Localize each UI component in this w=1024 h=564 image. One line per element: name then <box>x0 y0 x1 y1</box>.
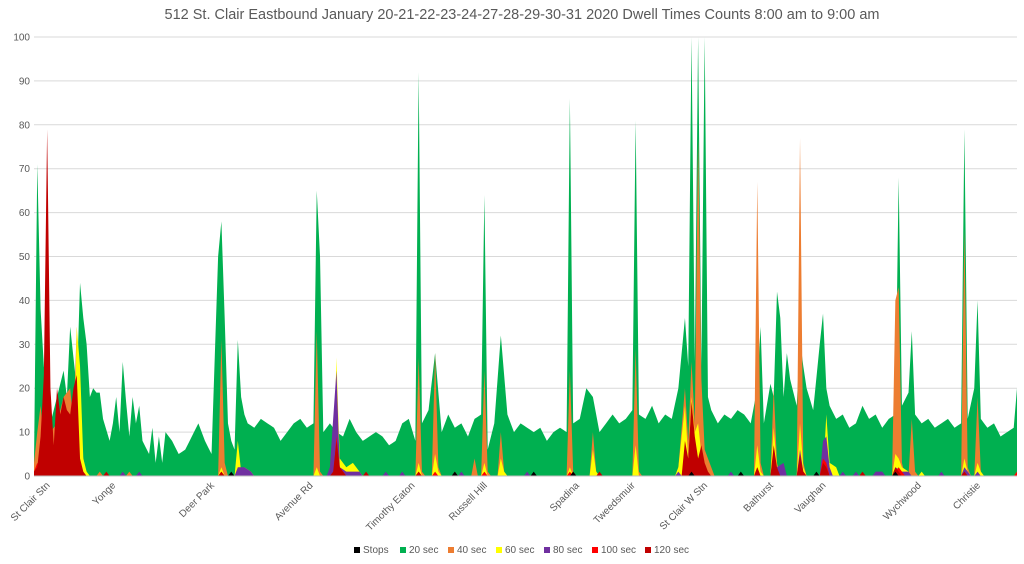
legend-swatch <box>496 547 502 553</box>
x-tick-label: Yonge <box>91 480 119 508</box>
x-tick-label: Russell Hill <box>447 480 490 523</box>
x-tick-label: Wychwood <box>881 480 923 522</box>
y-tick-label: 80 <box>19 120 31 131</box>
legend-label: Stops <box>363 545 389 556</box>
legend-label: 80 sec <box>553 545 582 556</box>
x-tick-label: Tweedsmuir <box>592 480 638 526</box>
legend-swatch <box>448 547 454 553</box>
legend-label: 20 sec <box>409 545 438 556</box>
legend-swatch <box>645 547 651 553</box>
plot-area <box>34 37 1017 476</box>
y-tick-label: 30 <box>19 340 31 351</box>
series-area-stops <box>34 471 1017 476</box>
legend-swatch <box>592 547 598 553</box>
x-axis-labels: St Clair Stn Yonge Deer Park Avenue Rd Timot… <box>9 480 983 534</box>
x-tick-label: Christie <box>951 480 983 512</box>
y-tick-label: 90 <box>19 76 31 87</box>
legend-swatch <box>354 547 360 553</box>
legend-swatch <box>544 547 550 553</box>
gridlines <box>34 36 1017 477</box>
legend-label: 40 sec <box>457 545 486 556</box>
y-tick-label: 20 <box>19 384 31 395</box>
y-tick-label: 10 <box>19 428 31 439</box>
y-tick-label: 100 <box>13 33 30 44</box>
x-tick-label: St Clair W Stn <box>658 480 710 532</box>
y-tick-label: 60 <box>19 208 31 219</box>
x-tick-label: Timothy Eaton <box>364 480 417 533</box>
legend-label: 120 sec <box>654 545 689 556</box>
x-tick-label: Vaughan <box>793 480 829 516</box>
y-axis-ticks: 0 10 20 30 40 50 60 70 80 90 100 <box>13 33 30 483</box>
y-tick-label: 70 <box>19 164 31 175</box>
y-tick-label: 50 <box>19 252 31 263</box>
x-tick-label: Bathurst <box>742 480 776 514</box>
x-tick-label: Spadina <box>548 480 582 514</box>
chart-title: 512 St. Clair Eastbound January 20-21-22… <box>165 7 880 23</box>
x-tick-label: St Clair Stn <box>9 480 53 524</box>
y-tick-label: 0 <box>24 472 30 483</box>
legend: Stops 20 sec 40 sec 60 sec 80 sec 100 sec 120 … <box>354 545 689 556</box>
series-area-20-sec <box>34 37 1017 476</box>
legend-label: 100 sec <box>601 545 636 556</box>
legend-label: 60 sec <box>505 545 534 556</box>
y-tick-label: 40 <box>19 296 31 307</box>
x-tick-label: Deer Park <box>177 480 217 520</box>
legend-swatch <box>400 547 406 553</box>
x-tick-label: Avenue Rd <box>273 480 316 523</box>
